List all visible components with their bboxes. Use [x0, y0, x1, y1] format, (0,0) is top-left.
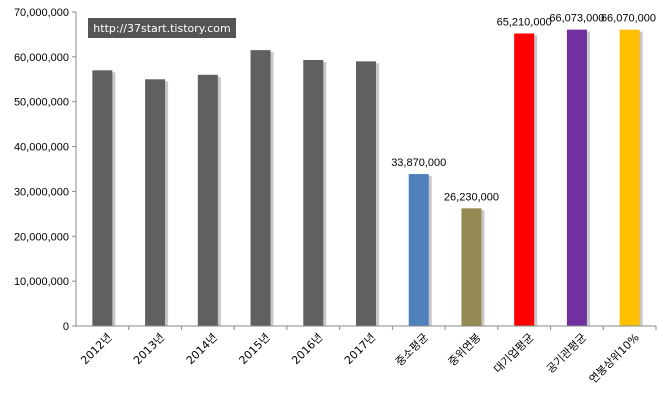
- y-tick-label: 40,000,000: [14, 142, 69, 154]
- bar: [92, 70, 113, 326]
- x-tick-label: 연봉상위10%: [587, 331, 642, 386]
- x-tick-label: 2013년: [131, 331, 167, 367]
- watermark-text: http://37start.tistory.com: [93, 22, 230, 35]
- bar: [619, 29, 640, 327]
- x-axis-ticks: 2012년 2013년 2014년 2015년 2016년 2017년 중소평균 중위연봉 대기…: [78, 326, 657, 386]
- bar: [356, 61, 376, 326]
- data-label: 66,073,000: [549, 13, 604, 25]
- watermark: http://37start.tistory.com: [88, 18, 236, 38]
- x-tick-label: 공기관평균: [544, 331, 589, 376]
- y-tick-label: 0: [63, 321, 69, 333]
- y-tick-label: 70,000,000: [14, 7, 69, 19]
- bar: [250, 50, 271, 326]
- y-tick-label: 20,000,000: [14, 231, 69, 243]
- data-label: 33,870,000: [391, 157, 446, 169]
- x-tick-label: 대기업평균: [491, 331, 536, 376]
- data-label: 66,070,000: [601, 13, 656, 25]
- x-tick-label: 중소평균: [393, 331, 431, 369]
- bar: [566, 29, 587, 327]
- bar: [408, 174, 429, 326]
- data-label: 26,230,000: [444, 191, 499, 203]
- data-labels: 33,870,000 26,230,000 65,210,00066,073,000…: [391, 13, 656, 204]
- bar: [197, 74, 218, 326]
- y-tick-label: 10,000,000: [14, 276, 69, 288]
- bar: [303, 59, 324, 327]
- x-tick-label: 2014년: [184, 331, 220, 367]
- bar: [514, 33, 535, 326]
- bar: [145, 79, 166, 327]
- y-tick-label: 50,000,000: [14, 97, 69, 109]
- x-tick-label: 2015년: [237, 331, 273, 367]
- y-tick-label: 30,000,000: [14, 186, 69, 198]
- y-tick-label: 60,000,000: [14, 52, 69, 64]
- x-tick-label: 2012년: [78, 331, 114, 367]
- x-tick-label: 중위연봉: [446, 331, 484, 369]
- bar: [461, 208, 482, 326]
- x-tick-label: 2016년: [289, 331, 325, 367]
- bars: [92, 29, 643, 327]
- data-label: 65,210,000: [497, 16, 552, 28]
- x-tick-label: 2017년: [342, 331, 378, 367]
- y-axis-ticks: 0 10,000,000 20,000,000 30,000,000 40,000,00…: [14, 7, 76, 333]
